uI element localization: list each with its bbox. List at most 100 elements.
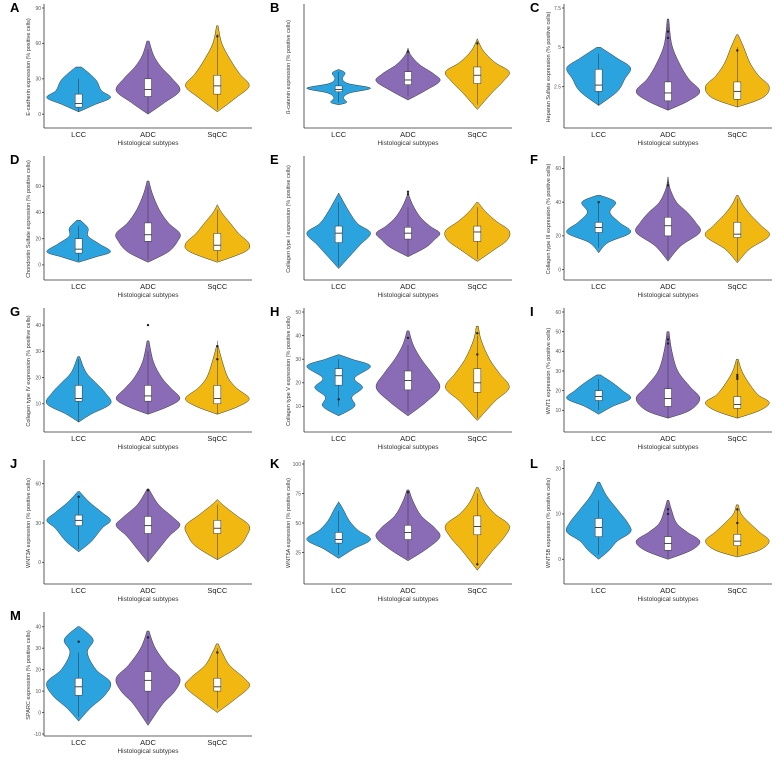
outlier-point — [666, 338, 670, 341]
violin-group-adc — [115, 180, 181, 263]
panel-letter: H — [270, 304, 279, 319]
box — [334, 368, 343, 386]
box — [664, 81, 672, 102]
x-tick-label: SqCC — [727, 130, 748, 139]
y-tick-label: 0 — [38, 263, 41, 269]
x-axis-label: Histological subtypes — [377, 292, 439, 299]
outlier-point — [146, 323, 150, 327]
outlier-point — [77, 495, 80, 498]
x-tick-label: ADC — [660, 282, 676, 291]
x-tick-label: LCC — [71, 434, 87, 443]
violin-group-sqcc — [705, 504, 770, 558]
y-axis-label: E-cadherin expression (% positive cells) — [26, 18, 32, 116]
violin-group-adc — [115, 488, 181, 563]
y-tick-label: 40 — [555, 349, 561, 355]
outlier-point — [666, 508, 670, 511]
box — [144, 671, 152, 692]
panel-letter: E — [270, 152, 279, 167]
x-axis-label: Histological subtypes — [117, 444, 179, 451]
x-tick-label: LCC — [591, 434, 607, 443]
y-tick-label: 50 — [555, 329, 561, 335]
y-tick-label: 30 — [555, 369, 561, 375]
x-tick-label: SqCC — [467, 130, 488, 139]
outlier-point — [216, 35, 219, 38]
box — [213, 385, 222, 405]
x-tick-label: SqCC — [207, 282, 228, 291]
box — [594, 390, 603, 401]
violin-group-sqcc — [444, 487, 510, 571]
x-axis-label: Histological subtypes — [377, 444, 439, 451]
violin-group-adc — [375, 330, 441, 417]
x-axis-label: Histological subtypes — [117, 596, 179, 603]
panel-letter: F — [530, 152, 538, 167]
y-tick-label: 2.5 — [554, 84, 561, 90]
x-tick-label: SqCC — [207, 434, 228, 443]
violin-group-adc — [115, 40, 181, 115]
outlier-point — [406, 50, 410, 53]
y-tick-label: 30 — [35, 521, 41, 527]
outlier-point — [216, 358, 219, 361]
x-tick-label: LCC — [71, 586, 87, 595]
y-tick-label: 20 — [35, 375, 41, 381]
y-axis-label: SPARC expression (% positive cells) — [26, 630, 32, 720]
y-tick-label: -10 — [34, 732, 41, 738]
x-tick-label: LCC — [591, 130, 607, 139]
x-tick-label: ADC — [140, 738, 156, 747]
y-tick-label: 60 — [35, 41, 41, 47]
violin-group-lcc — [306, 69, 371, 106]
x-tick-label: ADC — [400, 282, 416, 291]
y-tick-label: 10 — [555, 408, 561, 414]
y-tick-label: 0 — [558, 267, 561, 273]
y-tick-label: 50 — [295, 521, 301, 527]
outlier-point — [476, 332, 479, 335]
outlier-point — [406, 190, 410, 194]
y-tick-label: 90 — [35, 6, 41, 12]
x-tick-label: SqCC — [207, 738, 228, 747]
x-tick-label: SqCC — [727, 282, 748, 291]
violin-group-sqcc — [705, 358, 770, 419]
x-tick-label: ADC — [140, 434, 156, 443]
outlier-point — [666, 36, 670, 40]
violin-group-sqcc — [705, 34, 770, 108]
x-tick-label: LCC — [331, 282, 347, 291]
panel-letter: M — [10, 608, 21, 623]
outlier-point — [736, 375, 739, 379]
violin-group-sqcc — [444, 38, 510, 110]
violin-group-adc — [115, 323, 181, 415]
violin-group-sqcc — [185, 340, 250, 415]
violin-group-lcc — [306, 192, 371, 269]
y-axis-label: Collagen type IV expression (% positive … — [26, 315, 32, 426]
y-tick-label: 20 — [295, 381, 301, 387]
x-axis-label: Histological subtypes — [117, 748, 179, 755]
panel-letter: C — [530, 0, 540, 15]
x-tick-label: SqCC — [727, 586, 748, 595]
y-tick-label: 10 — [35, 402, 41, 408]
y-tick-label: 30 — [295, 357, 301, 363]
y-tick-label: 30 — [35, 646, 41, 652]
outlier-point — [476, 42, 479, 45]
x-tick-label: ADC — [660, 434, 676, 443]
box — [74, 93, 83, 108]
x-tick-label: SqCC — [467, 434, 488, 443]
violin-group-lcc — [306, 354, 371, 417]
panel-letter: J — [10, 456, 17, 471]
outlier-point — [216, 344, 219, 348]
y-tick-label: 5 — [558, 45, 561, 51]
y-tick-label: 10 — [35, 689, 41, 695]
violin-group-lcc — [45, 356, 112, 423]
x-tick-label: SqCC — [207, 586, 228, 595]
box — [74, 238, 83, 254]
y-tick-label: 20 — [35, 667, 41, 673]
y-tick-label: 40 — [555, 200, 561, 206]
y-tick-label: 20 — [35, 236, 41, 242]
x-tick-label: ADC — [400, 434, 416, 443]
x-tick-label: LCC — [331, 130, 347, 139]
box — [594, 69, 603, 92]
box — [144, 222, 152, 242]
x-tick-label: SqCC — [467, 282, 488, 291]
x-axis-label: Histological subtypes — [637, 596, 699, 603]
y-axis-label: Collagen type I expression (% positive c… — [286, 165, 292, 273]
